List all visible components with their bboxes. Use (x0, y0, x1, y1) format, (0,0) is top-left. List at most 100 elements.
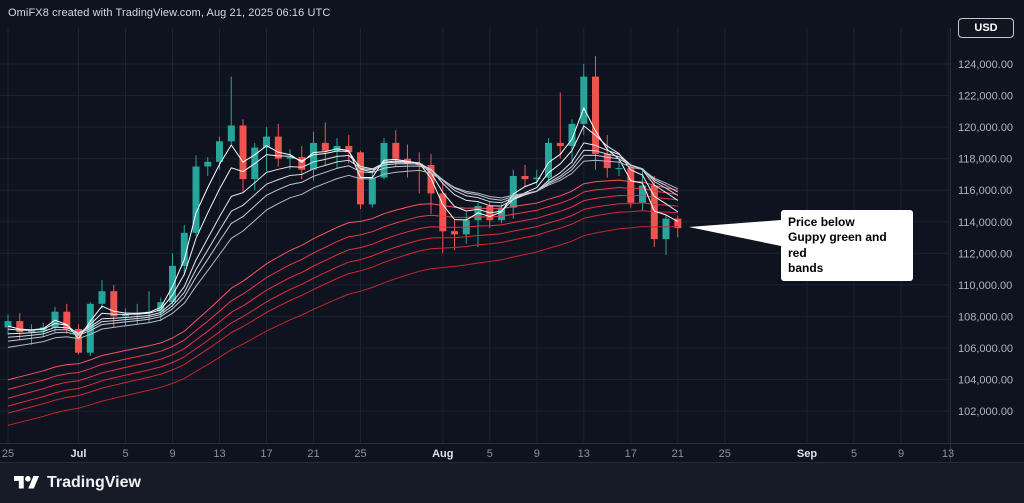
annotation-callout: Price below Guppy green and red bands (781, 210, 913, 282)
time-tick-label: 13 (578, 448, 590, 460)
time-tick-label: Jul (71, 448, 87, 460)
guppy-long-ema-45 (7, 202, 678, 407)
guppy-long-ema-30 (7, 179, 678, 381)
guppy-short-ema-5 (7, 125, 679, 335)
guppy-long-ema-60 (7, 226, 678, 426)
time-tick-label: 25 (354, 448, 366, 460)
time-tick-label: 21 (672, 448, 684, 460)
tradingview-logo-link[interactable]: TradingView (0, 473, 141, 493)
time-tick-label: 9 (534, 448, 540, 460)
time-tick-label: 5 (122, 448, 128, 460)
time-tick-label: 17 (625, 448, 637, 460)
candle-body (639, 185, 646, 203)
annotation-text: Price below Guppy green and red bands (788, 215, 887, 276)
time-tick-label: 9 (169, 448, 175, 460)
candles-series (4, 56, 682, 356)
candle-body (556, 142, 564, 147)
price-tick-label: 118,000.00 (958, 154, 1012, 166)
candle-body (63, 311, 71, 330)
guppy-short-ema-8 (7, 142, 679, 335)
candle-body (192, 166, 200, 233)
price-tick-label: 102,000.00 (958, 406, 1013, 418)
candle-body (239, 125, 247, 180)
candle-body (368, 177, 376, 205)
callout-pointer (688, 220, 781, 246)
time-tick-label: 5 (851, 448, 857, 460)
time-axis[interactable]: 25 Jul 5 9 13 17 21 25 Aug 5 9 13 17 21 25 Sep 5 9 13 (0, 443, 1024, 461)
candle-body (545, 142, 552, 178)
callout-tail (688, 220, 781, 246)
price-tick-label: 106,000.00 (958, 343, 1013, 355)
price-tick-label: 120,000.00 (958, 122, 1013, 134)
candle-body (310, 142, 317, 170)
candle-body (392, 142, 400, 159)
candle-body (451, 231, 458, 235)
candle-body (75, 329, 82, 353)
candle-body (627, 168, 635, 203)
candle-body (674, 218, 682, 229)
guppy-long-ema (7, 179, 678, 426)
candle-body (286, 157, 294, 159)
time-tick-label: Sep (797, 448, 817, 460)
candle-body (521, 176, 529, 180)
grid (0, 28, 950, 443)
price-tick-label: 116,000.00 (958, 185, 1012, 197)
price-tick-label: 108,000.00 (958, 311, 1013, 323)
price-tick-label: 124,000.00 (958, 59, 1013, 71)
time-tick-label: 25 (2, 448, 14, 460)
guppy-short-ema-15 (7, 159, 679, 348)
candle-body (580, 76, 588, 124)
candle-body (98, 291, 106, 304)
time-tick-label: 13 (213, 448, 225, 460)
currency-usd-button[interactable]: USD (958, 18, 1014, 38)
time-tick-label: 13 (942, 448, 954, 460)
guppy-long-ema-50 (7, 210, 678, 414)
tradingview-logo-icon (14, 476, 39, 489)
candle-body (568, 123, 576, 146)
candle-body (321, 142, 329, 151)
candle-body (439, 193, 447, 232)
time-tick-label: Aug (432, 448, 453, 460)
price-tick-label: 112,000.00 (958, 248, 1012, 260)
candle-body (216, 141, 223, 162)
time-tick-label: 5 (487, 448, 493, 460)
candle-body (16, 321, 24, 333)
candle-body (28, 330, 35, 333)
time-tick-label: 21 (307, 448, 319, 460)
candle-body (51, 311, 59, 328)
guppy-short-ema (7, 107, 679, 348)
candle-body (169, 265, 176, 303)
guppy-short-ema-12 (7, 154, 679, 342)
candle-body (4, 321, 12, 328)
candle-body (110, 291, 118, 317)
price-axis[interactable]: 102,000.00 104,000.00 106,000.00 108,000.00… (950, 28, 1014, 463)
candle-body (357, 152, 364, 205)
candle-body (615, 168, 623, 170)
time-tick-label: 25 (719, 448, 731, 460)
candle-body (263, 136, 270, 148)
candle-body (122, 314, 129, 317)
guppy-long-ema-40 (7, 194, 678, 399)
candle-body (533, 177, 541, 180)
candle-body (274, 136, 282, 159)
candle-body (180, 232, 188, 266)
price-tick-label: 104,000.00 (958, 375, 1013, 387)
tradingview-brand-text: TradingView (47, 474, 141, 491)
time-tick-label: 17 (260, 448, 272, 460)
time-tick-label: 9 (898, 448, 904, 460)
candle-body (509, 176, 517, 208)
guppy-long-ema-35 (7, 187, 678, 390)
candle-body (204, 161, 212, 167)
footer-bar: TradingView (0, 462, 1024, 503)
candle-body (345, 146, 353, 153)
candle-body (662, 218, 670, 240)
guppy-short-ema-10 (7, 149, 679, 338)
guppy-short-ema-3 (7, 107, 679, 340)
candle-body (498, 207, 505, 221)
candle-body (298, 157, 306, 170)
price-tick-label: 110,000.00 (958, 280, 1012, 292)
candle-body (227, 125, 235, 142)
price-tick-label: 122,000.00 (958, 91, 1013, 103)
